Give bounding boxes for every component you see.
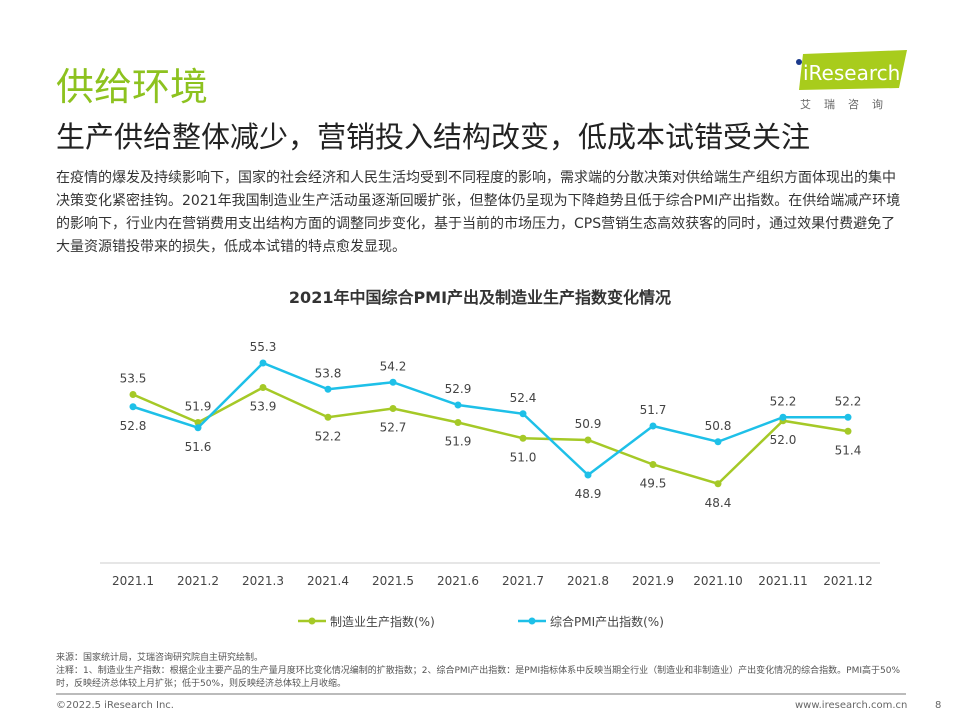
data-label: 53.8 (315, 366, 342, 380)
data-label: 52.7 (380, 421, 407, 435)
page-number: 8 (935, 700, 942, 711)
data-point (649, 461, 657, 468)
data-point (584, 436, 592, 444)
definition-note: 注释：1、制造业生产指数：根据企业主要产品的生产量月度环比变化情况编制的扩散指数… (56, 666, 901, 689)
data-point (519, 434, 527, 442)
data-label: 55.3 (250, 340, 277, 354)
series-line (132, 361, 848, 477)
x-tick-label: 2021.11 (758, 574, 808, 588)
data-label: 48.9 (575, 487, 602, 501)
data-point (324, 413, 332, 421)
logo-tagline: 艾瑞咨询 (800, 98, 896, 111)
data-label: 51.0 (510, 450, 537, 464)
footnotes: 来源：国家统计局，艾瑞咨询研究院自主研究绘制。 注释：1、制造业生产指数：根据企… (56, 652, 916, 691)
x-tick-label: 2021.5 (372, 574, 414, 588)
chart-title: 2021年中国综合PMI产出及制造业生产指数变化情况 (288, 288, 672, 307)
x-tick-label: 2021.3 (242, 574, 284, 588)
legend-label: 制造业生产指数(%) (330, 614, 435, 629)
x-tick-label: 2021.2 (177, 574, 219, 588)
data-label: 52.2 (770, 394, 797, 408)
line-chart: 2021.1 2021.2 2021.3 2021.4 2021.5 2021.6 2021… (100, 340, 880, 629)
data-label: 50.9 (575, 417, 602, 431)
data-point (194, 424, 202, 432)
data-label: 51.6 (185, 440, 212, 454)
data-point (324, 385, 332, 393)
website-link[interactable]: www.iresearch.com.cn (795, 700, 908, 711)
data-label: 51.4 (835, 443, 862, 457)
data-point (454, 419, 462, 426)
legend-marker (308, 617, 316, 625)
page-title: 供给环境 (56, 65, 209, 109)
data-point (714, 438, 722, 446)
data-point (779, 413, 787, 421)
x-tick-label: 2021.7 (502, 574, 544, 588)
x-tick-label: 2021.10 (693, 574, 743, 588)
data-label: 49.5 (640, 477, 667, 491)
data-point (259, 359, 267, 367)
data-point (649, 422, 657, 430)
data-label: 52.4 (510, 391, 537, 405)
page-subtitle: 生产供给整体减少，营销投入结构改变，低成本试错受关注 (56, 120, 811, 154)
data-label: 52.2 (315, 429, 342, 443)
data-point (519, 410, 527, 418)
data-point (844, 413, 852, 421)
body-text: 在疫情的爆发及持续影响下，国家的社会经济和人民生活均受到不同程度的影响，需求端的… (56, 170, 901, 255)
data-point (129, 403, 137, 411)
data-label: 52.2 (835, 394, 862, 408)
data-point (844, 427, 852, 435)
data-label: 51.7 (640, 403, 667, 417)
data-label: 48.4 (705, 496, 732, 510)
x-tick-label: 2021.8 (567, 574, 609, 588)
data-point (389, 378, 397, 386)
data-label: 53.9 (250, 400, 277, 414)
copyright: ©2022.5 iResearch Inc. (56, 700, 174, 711)
data-point (714, 480, 722, 488)
data-label: 51.9 (445, 435, 472, 449)
x-tick-label: 2021.4 (307, 574, 349, 588)
data-label: 50.8 (705, 419, 732, 433)
data-label: 52.8 (120, 419, 147, 433)
data-label: 53.5 (120, 372, 147, 386)
data-point (129, 391, 137, 398)
x-tick-label: 2021.6 (437, 574, 479, 588)
iresearch-logo: iResearch (796, 50, 907, 90)
data-label: 54.2 (380, 359, 407, 373)
data-label: 52.0 (770, 433, 797, 447)
data-label: 52.9 (445, 382, 472, 396)
data-point (259, 384, 267, 391)
legend-label: 综合PMI产出指数(%) (550, 614, 664, 629)
data-point (584, 471, 592, 479)
data-label: 51.9 (185, 400, 212, 414)
source-note: 来源：国家统计局，艾瑞咨询研究院自主研究绘制。 (56, 653, 264, 663)
data-point (389, 405, 397, 412)
x-tick-label: 2021.9 (632, 574, 674, 588)
x-tick-label: 2021.12 (823, 574, 873, 588)
divider (56, 693, 906, 695)
svg-text:iResearch: iResearch (803, 61, 900, 85)
x-tick-label: 2021.1 (112, 574, 154, 588)
data-point (454, 401, 462, 409)
series-line (132, 386, 849, 486)
legend-marker (528, 617, 536, 625)
